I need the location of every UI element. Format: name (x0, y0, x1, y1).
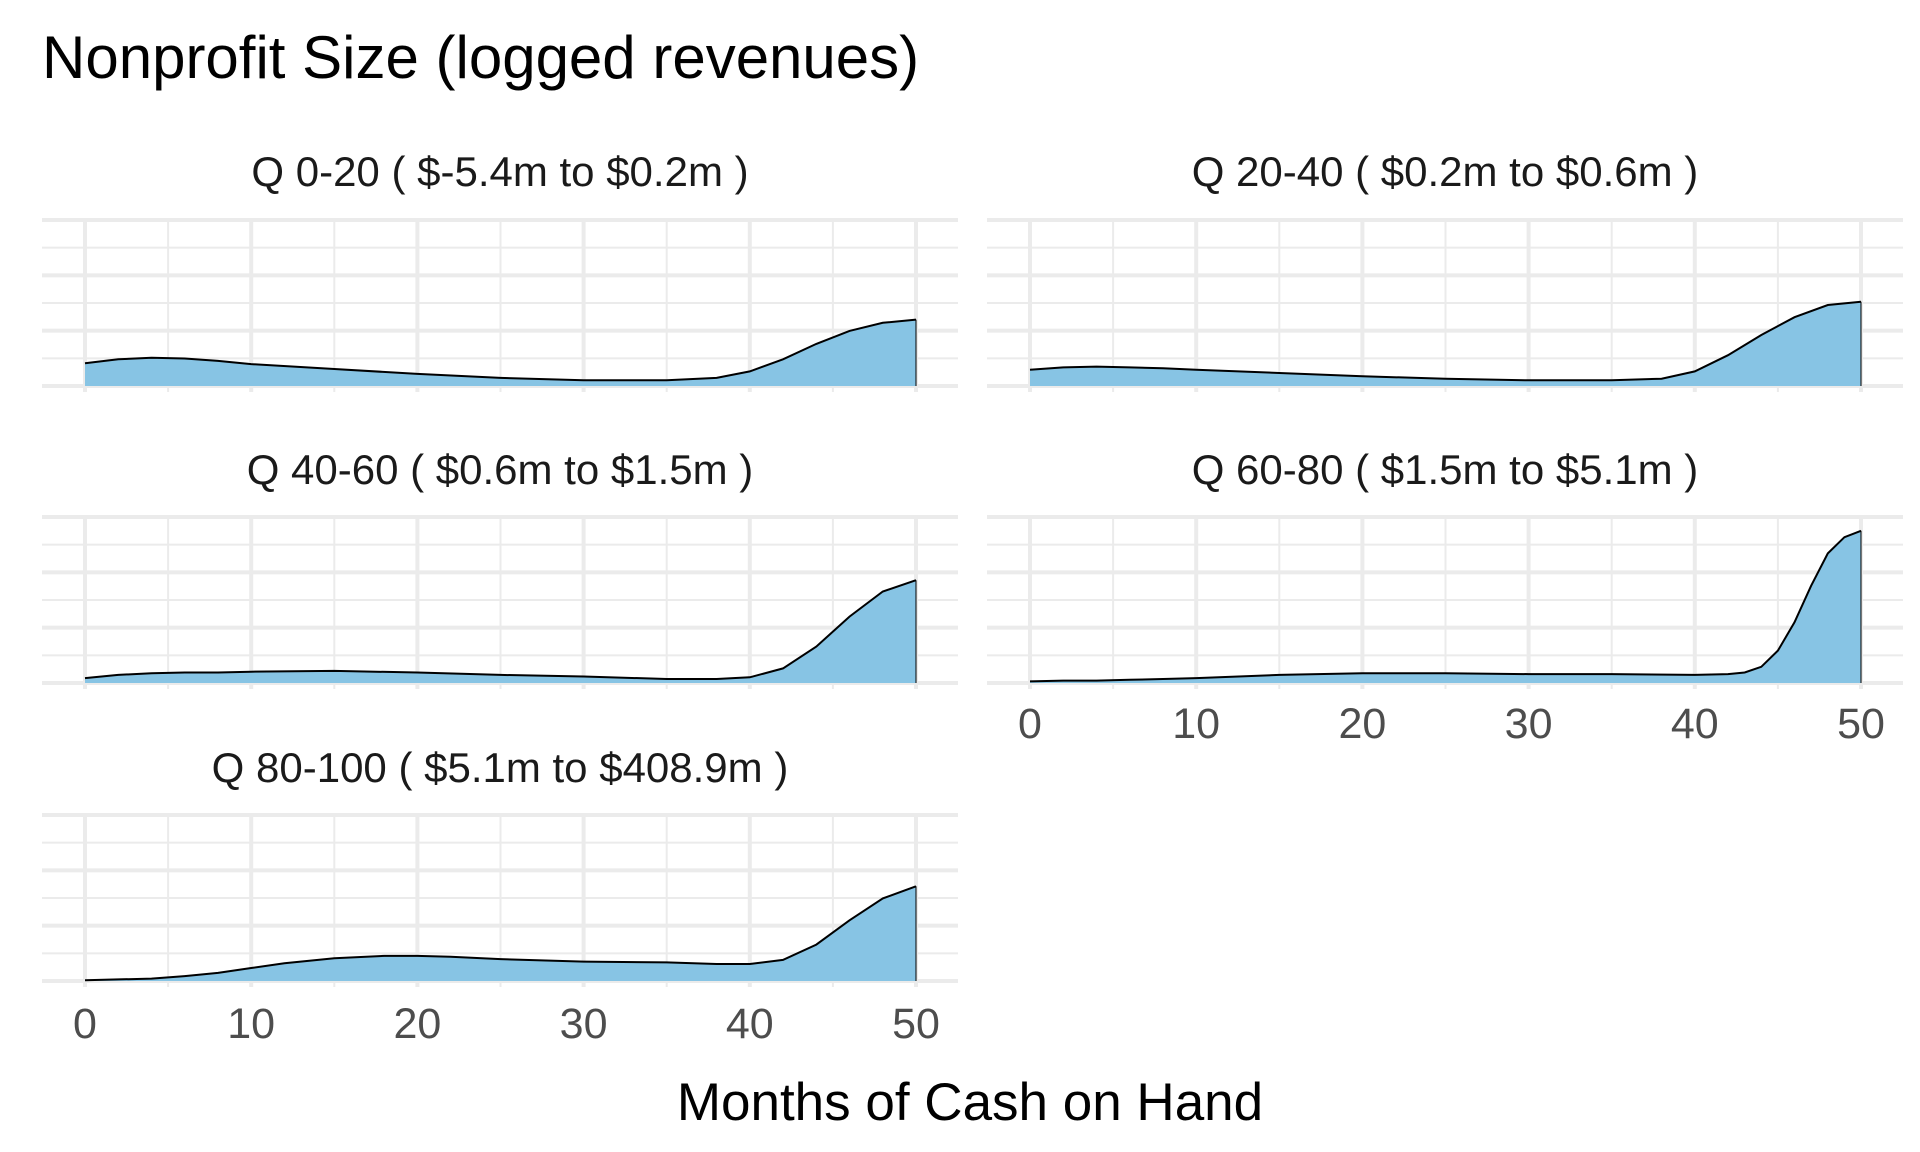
facet-strip-label: Q 80-100 ( $5.1m to $408.9m ) (212, 744, 789, 791)
x-tick-label: 40 (726, 1000, 774, 1048)
facet-panel-3: Q 40-60 ( $0.6m to $1.5m ) (42, 446, 958, 689)
x-tick-label: 40 (1671, 700, 1719, 748)
x-tick-label: 0 (1018, 700, 1042, 748)
density-area (85, 580, 916, 683)
density-outline (1029, 529, 1862, 683)
x-tick-label: 30 (560, 1000, 608, 1048)
density-outline (84, 579, 917, 680)
x-tick-label: 50 (1837, 700, 1885, 748)
x-tick-label: 30 (1505, 700, 1553, 748)
x-tick-label: 20 (1338, 700, 1386, 748)
density-area (1030, 530, 1861, 683)
facet-panel-5: Q 80-100 ( $5.1m to $408.9m ) 0 10 20 30 40 50 (42, 744, 958, 1048)
density-area (85, 886, 916, 981)
x-tick-label: 20 (393, 1000, 441, 1048)
facet-panels: Q 0-20 ( $-5.4m to $0.2m ) Q 20-40 ( $0.2… (42, 148, 1903, 1048)
x-tick-label: 50 (892, 1000, 940, 1048)
facet-panel-4: Q 60-80 ( $1.5m to $5.1m ) 0 10 20 30 40 50 (987, 446, 1903, 748)
x-tick-label: 0 (73, 1000, 97, 1048)
density-outline (84, 318, 917, 382)
density-outline (84, 885, 917, 982)
chart-title: Nonprofit Size (logged revenues) (42, 24, 919, 91)
x-tick-label: 10 (1172, 700, 1220, 748)
facet-strip-label: Q 40-60 ( $0.6m to $1.5m ) (247, 446, 754, 493)
density-outline (1029, 300, 1862, 382)
facet-panel-1: Q 0-20 ( $-5.4m to $0.2m ) (42, 148, 958, 392)
facet-strip-label: Q 20-40 ( $0.2m to $0.6m ) (1192, 148, 1699, 195)
facet-panel-2: Q 20-40 ( $0.2m to $0.6m ) (987, 148, 1903, 392)
facet-strip-label: Q 0-20 ( $-5.4m to $0.2m ) (251, 148, 748, 195)
density-area (85, 319, 916, 386)
facet-strip-label: Q 60-80 ( $1.5m to $5.1m ) (1192, 446, 1699, 493)
x-axis-label: Months of Cash on Hand (677, 1073, 1263, 1132)
x-tick-label: 10 (227, 1000, 275, 1048)
density-area (1030, 301, 1861, 386)
